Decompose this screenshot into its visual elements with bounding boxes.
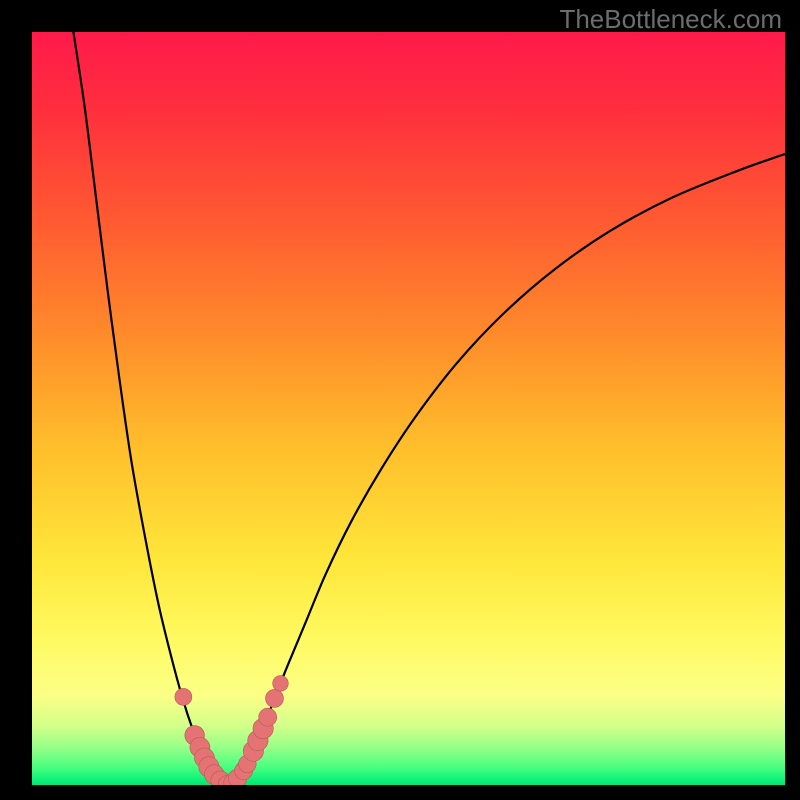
data-point-marker	[265, 689, 283, 707]
bottleneck-curve-right	[227, 154, 785, 785]
plot-area	[32, 32, 785, 785]
data-point-marker	[273, 676, 289, 692]
plot-svg	[32, 32, 785, 785]
bottleneck-curve-left	[73, 32, 227, 785]
data-point-marker	[259, 708, 277, 726]
data-point-marker	[175, 688, 192, 705]
data-point-markers	[175, 676, 288, 785]
stage: TheBottleneck.com	[0, 0, 800, 800]
watermark-text: TheBottleneck.com	[559, 4, 782, 35]
